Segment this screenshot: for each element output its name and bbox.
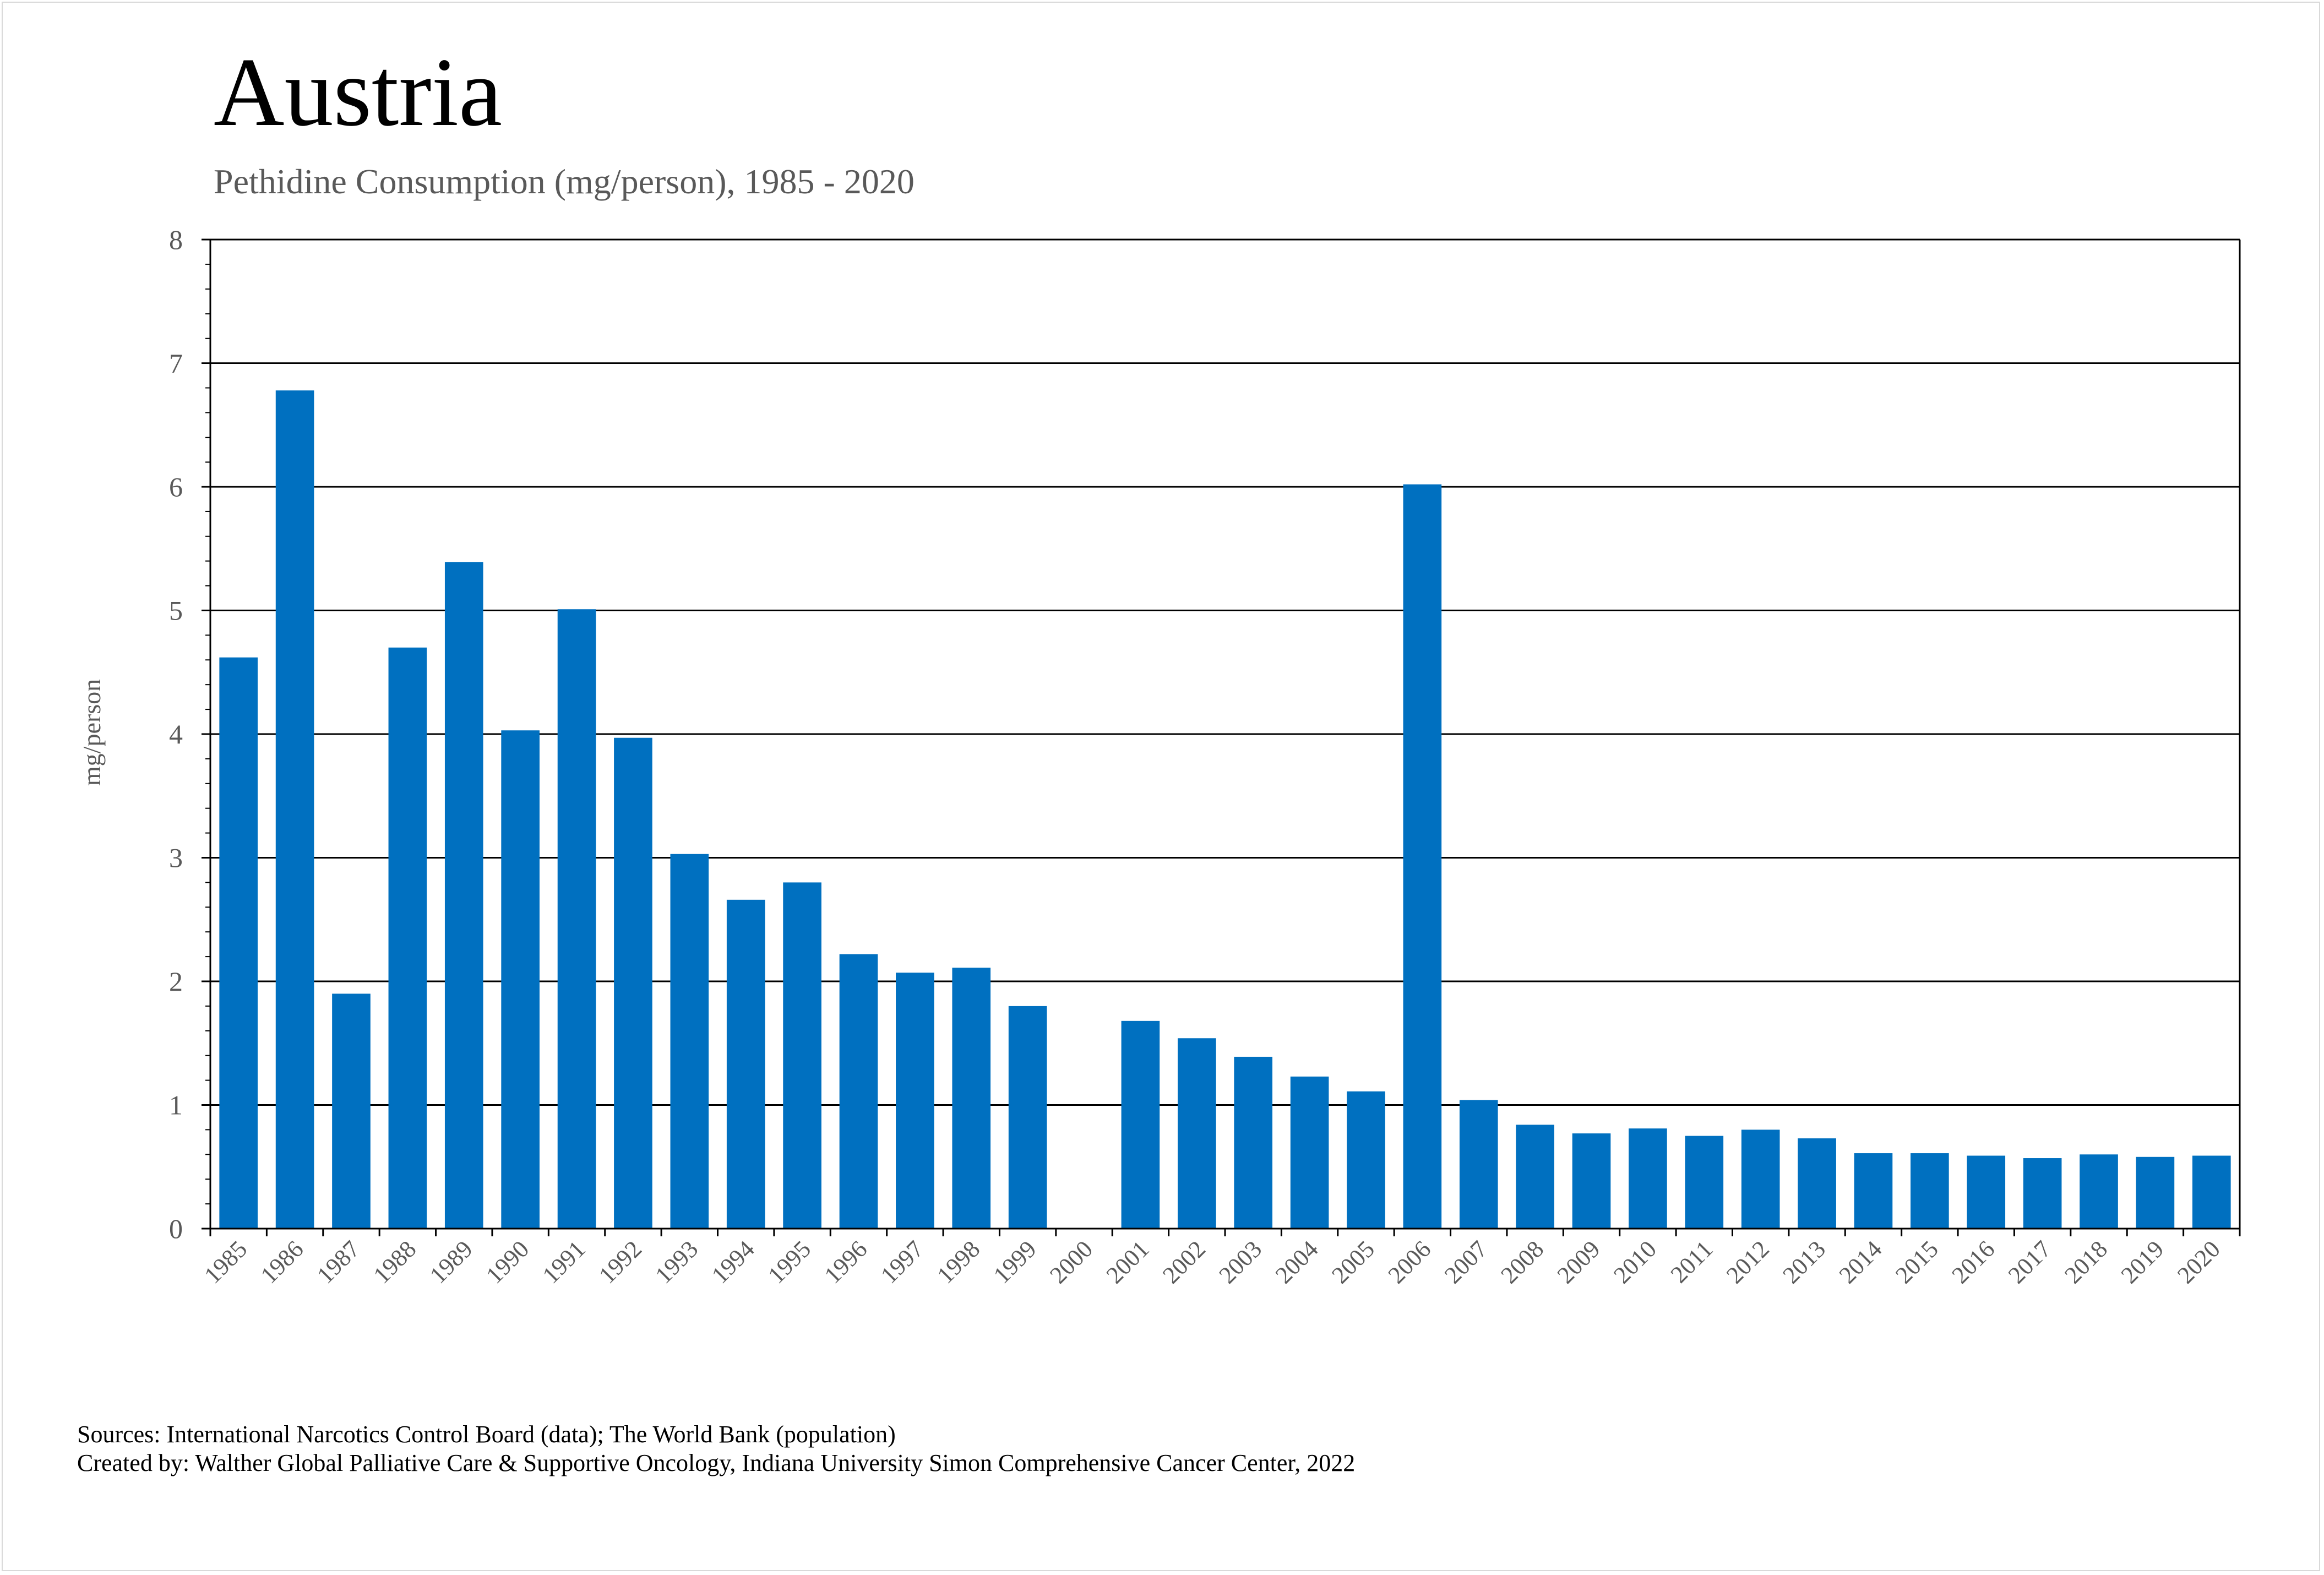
x-tick-labels: 1985 1986 1987 1988 1989 1990 1991 1992 1993 1994… [199,1235,2225,1289]
bar-2017 [2023,1158,2062,1229]
chart-subtitle: Pethidine Consumption (mg/person), 1985 … [214,162,915,201]
x-tick-label: 2014 [1834,1235,1887,1289]
bar-2003 [1234,1056,1273,1229]
x-tick-label: 2013 [1777,1235,1831,1289]
y-tick-label: 3 [169,843,183,873]
x-tick-label: 2002 [1157,1235,1211,1289]
bar-2010 [1629,1128,1667,1229]
x-tick-label: 1992 [594,1235,647,1289]
bar-1995 [783,882,821,1229]
bar-2013 [1798,1138,1836,1229]
bar-2014 [1854,1153,1893,1229]
x-tick-label: 1995 [763,1235,816,1289]
bar-2005 [1347,1091,1385,1229]
bar-1993 [670,854,709,1229]
x-tick-label: 2016 [1946,1235,2000,1289]
x-tick-label: 1990 [481,1235,534,1289]
bar-1989 [444,562,483,1229]
x-tick-label: 1988 [368,1235,422,1289]
bar-1992 [614,737,652,1229]
x-tick-label: 1996 [819,1235,873,1289]
y-tick-label: 2 [169,966,183,997]
bar-2011 [1685,1136,1724,1229]
bar-2012 [1741,1129,1780,1229]
bar-1998 [952,968,991,1229]
gridlines [210,238,2240,1106]
x-tick-label: 2018 [2059,1235,2113,1289]
bar-1994 [726,899,765,1229]
bar-2020 [2192,1155,2231,1229]
x-tick-label: 2003 [1213,1235,1267,1289]
x-tick-label: 2001 [1101,1235,1155,1289]
bar-2016 [1967,1155,2006,1229]
x-tick-label: 2008 [1495,1235,1549,1289]
bar-1991 [557,609,596,1229]
bar-1986 [275,390,314,1229]
bar-2015 [1911,1153,1949,1229]
x-tick-label: 2015 [1890,1235,1944,1289]
bar-1996 [839,954,878,1229]
y-axis-label: mg/person [78,679,106,786]
x-tick-label: 2011 [1666,1235,1718,1288]
y-tick-label: 4 [169,719,183,750]
axes [202,238,2241,1236]
bar-1988 [388,647,427,1229]
x-tick-label: 1997 [875,1235,929,1289]
x-tick-label: 2007 [1439,1235,1493,1289]
y-tick-labels: 0 1 2 3 4 5 6 7 8 [169,224,183,1244]
x-tick-label: 1999 [988,1235,1042,1289]
bar-2009 [1572,1133,1611,1229]
x-tick-label: 2012 [1721,1235,1775,1289]
y-tick-label: 5 [169,595,183,626]
bar-2019 [2136,1156,2175,1229]
x-tick-label: 1987 [312,1235,365,1289]
x-tick-label: 2004 [1270,1235,1324,1289]
bar-2006 [1403,484,1442,1229]
x-tick-label: 2019 [2116,1235,2169,1289]
bar-1985 [219,657,258,1229]
x-tick-label: 2010 [1608,1235,1662,1289]
x-tick-label: 1994 [706,1235,760,1289]
x-tick-label: 1985 [199,1235,252,1289]
bar-2018 [2080,1154,2118,1229]
footer-created-by: Created by: Walther Global Palliative Ca… [77,1449,1356,1476]
bar-2007 [1459,1100,1498,1229]
bar-1990 [501,730,540,1229]
bar-2008 [1516,1125,1554,1229]
x-tick-label: 1989 [424,1235,478,1289]
bar-1997 [896,973,934,1229]
y-tick-label: 0 [169,1213,183,1244]
x-tick-label: 1993 [650,1235,704,1289]
bar-2004 [1290,1076,1329,1229]
bar-2001 [1121,1020,1160,1229]
x-tick-label: 2009 [1552,1235,1605,1289]
y-tick-label: 6 [169,471,183,502]
x-tick-label: 2000 [1044,1235,1098,1289]
chart-title: Austria [214,37,503,146]
x-tick-label: 2006 [1383,1235,1436,1289]
y-tick-label: 7 [169,348,183,379]
x-tick-label: 2005 [1326,1235,1380,1289]
bars [219,390,2231,1229]
x-tick-label: 1991 [537,1235,591,1289]
x-tick-label: 2017 [2003,1235,2056,1289]
footer-sources: Sources: International Narcotics Control… [77,1421,896,1448]
x-tick-label: 1998 [932,1235,985,1289]
x-tick-label: 2020 [2172,1235,2225,1289]
y-tick-label: 8 [169,224,183,255]
bar-2002 [1177,1038,1216,1229]
bar-1987 [332,993,371,1229]
bar-1999 [1008,1006,1047,1229]
y-tick-label: 1 [169,1090,183,1121]
x-tick-label: 1986 [255,1235,309,1289]
